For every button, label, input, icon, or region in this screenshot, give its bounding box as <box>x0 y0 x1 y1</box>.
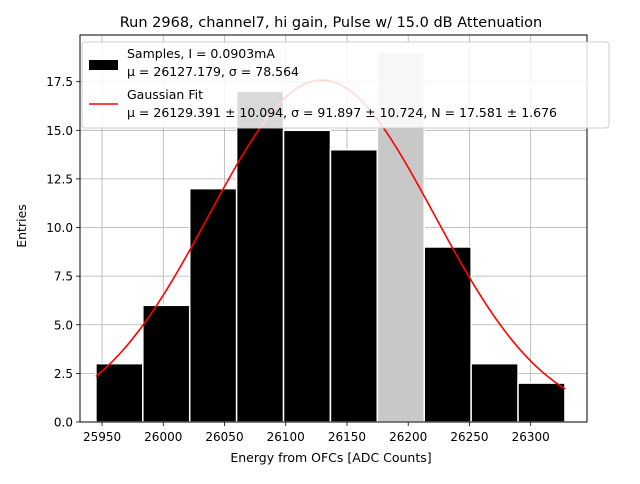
y-tick-label: 5.0 <box>54 318 73 332</box>
histogram-bar <box>95 362 144 423</box>
y-tick-label: 12.5 <box>46 172 73 186</box>
x-tick-label: 26150 <box>328 430 366 444</box>
legend-samples-label: Samples, I = 0.0903mA <box>127 46 275 61</box>
plot-frame <box>79 34 588 423</box>
x-tick-label: 25950 <box>83 430 121 444</box>
y-tick-label: 10.0 <box>46 221 73 235</box>
legend-samples-stats: μ = 26127.179, σ = 78.564 <box>127 64 299 79</box>
y-tick-label: 7.5 <box>54 270 73 284</box>
y-tick-label: 17.5 <box>46 75 73 89</box>
y-tick-label: 2.5 <box>54 367 73 381</box>
x-axis-ticks: 25950 26000 26050 26100 26150 26200 26250 26300 <box>83 422 550 444</box>
x-tick-label: 26200 <box>389 430 427 444</box>
histogram-bar <box>235 90 285 423</box>
x-tick-label: 26050 <box>205 430 243 444</box>
chart-title: Run 2968, channel7, hi gain, Pulse w/ 15… <box>120 15 543 31</box>
x-tick-label: 26000 <box>144 430 182 444</box>
histogram-bars <box>95 51 566 423</box>
histogram-bar <box>329 148 379 423</box>
histogram-bar <box>517 382 566 423</box>
legend-samples-swatch <box>89 60 118 70</box>
histogram-bar <box>470 362 519 423</box>
legend-box <box>81 41 610 129</box>
histogram-bar <box>142 304 191 423</box>
x-axis-label: Energy from OFCs [ADC Counts] <box>230 450 431 465</box>
x-tick-label: 26250 <box>450 430 488 444</box>
histogram-bar <box>188 187 238 423</box>
histogram-bar <box>423 246 472 423</box>
histogram-bar <box>282 129 332 423</box>
x-tick-label: 26100 <box>267 430 305 444</box>
y-axis-label: Entries <box>14 204 29 248</box>
y-tick-label: 0.0 <box>54 416 73 430</box>
legend: Samples, I = 0.0903mA μ = 26127.179, σ =… <box>81 41 610 129</box>
legend-fit-label: Gaussian Fit <box>127 87 203 102</box>
y-axis-ticks: 0.0 2.5 5.0 7.5 10.0 12.5 15.0 17.5 <box>46 75 80 430</box>
x-tick-label: 26300 <box>512 430 550 444</box>
legend-fit-stats: μ = 26129.391 ± 10.094, σ = 91.897 ± 10.… <box>127 105 557 120</box>
y-tick-label: 15.0 <box>46 124 73 138</box>
